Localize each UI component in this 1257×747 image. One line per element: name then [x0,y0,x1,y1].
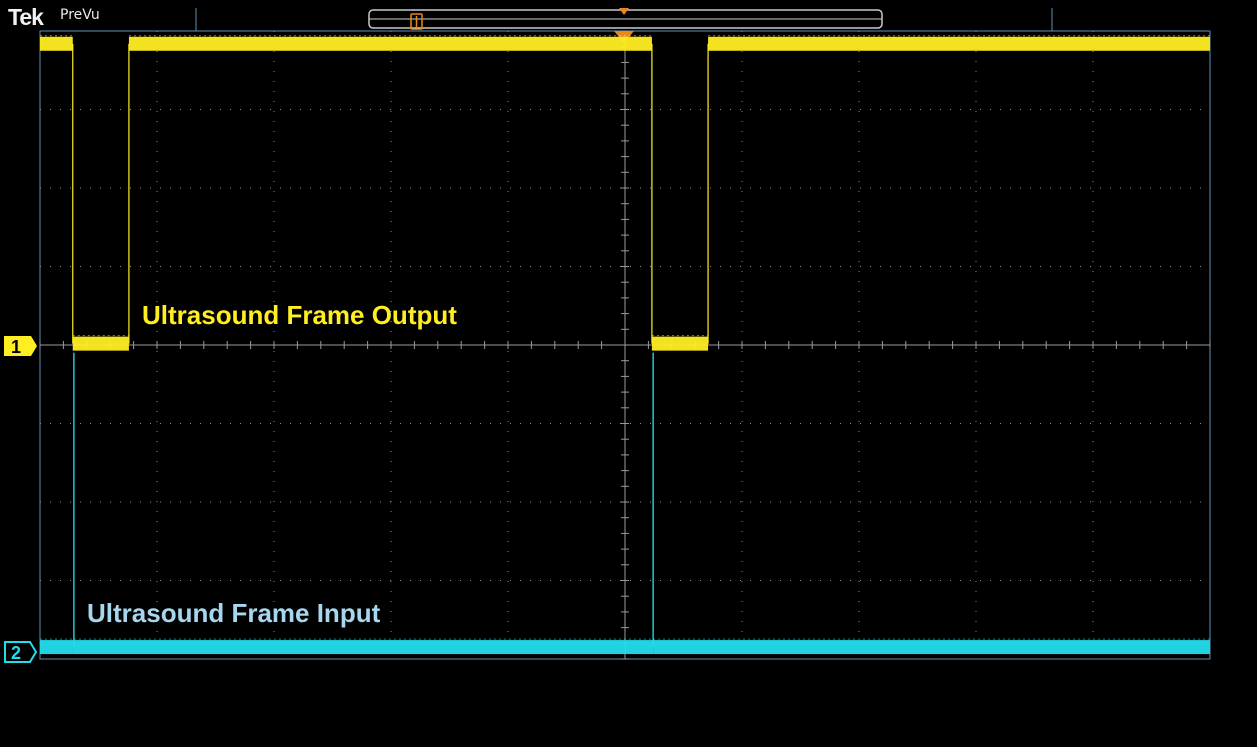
ch1-ground-marker[interactable]: 1 [4,336,37,357]
trace-ch2 [40,352,1210,655]
ch2-trace-label: Ultrasound Frame Input [87,598,381,628]
trace-ch1-segment [40,36,73,51]
trace-ch1-segment [72,336,129,351]
ch1-marker-icon[interactable] [4,336,37,356]
trace-ch2-segment [73,640,654,655]
ch1-trace-label: Ultrasound Frame Output [142,300,457,330]
trace-ch1 [40,35,1210,351]
waveform-traces [40,35,1210,655]
ch1-marker-label: 1 [11,337,21,357]
graticule [39,30,1211,660]
ch2-ground-marker[interactable]: 2 [4,641,38,663]
trace-ch1-segment [128,36,652,51]
trace-ch1-segment [708,36,1210,51]
acquisition-mode-label: PreVu [60,7,100,23]
tek-logo: Tek [8,4,44,30]
trace-ch1-segment [651,336,709,351]
ch2-marker-label: 2 [11,643,21,663]
trace-ch2-segment [653,640,1210,655]
record-center-marker-icon [619,8,629,15]
ch2-marker-icon[interactable] [4,641,38,663]
trace-ch2-segment [40,640,74,655]
trigger-position-icon[interactable] [410,13,423,30]
